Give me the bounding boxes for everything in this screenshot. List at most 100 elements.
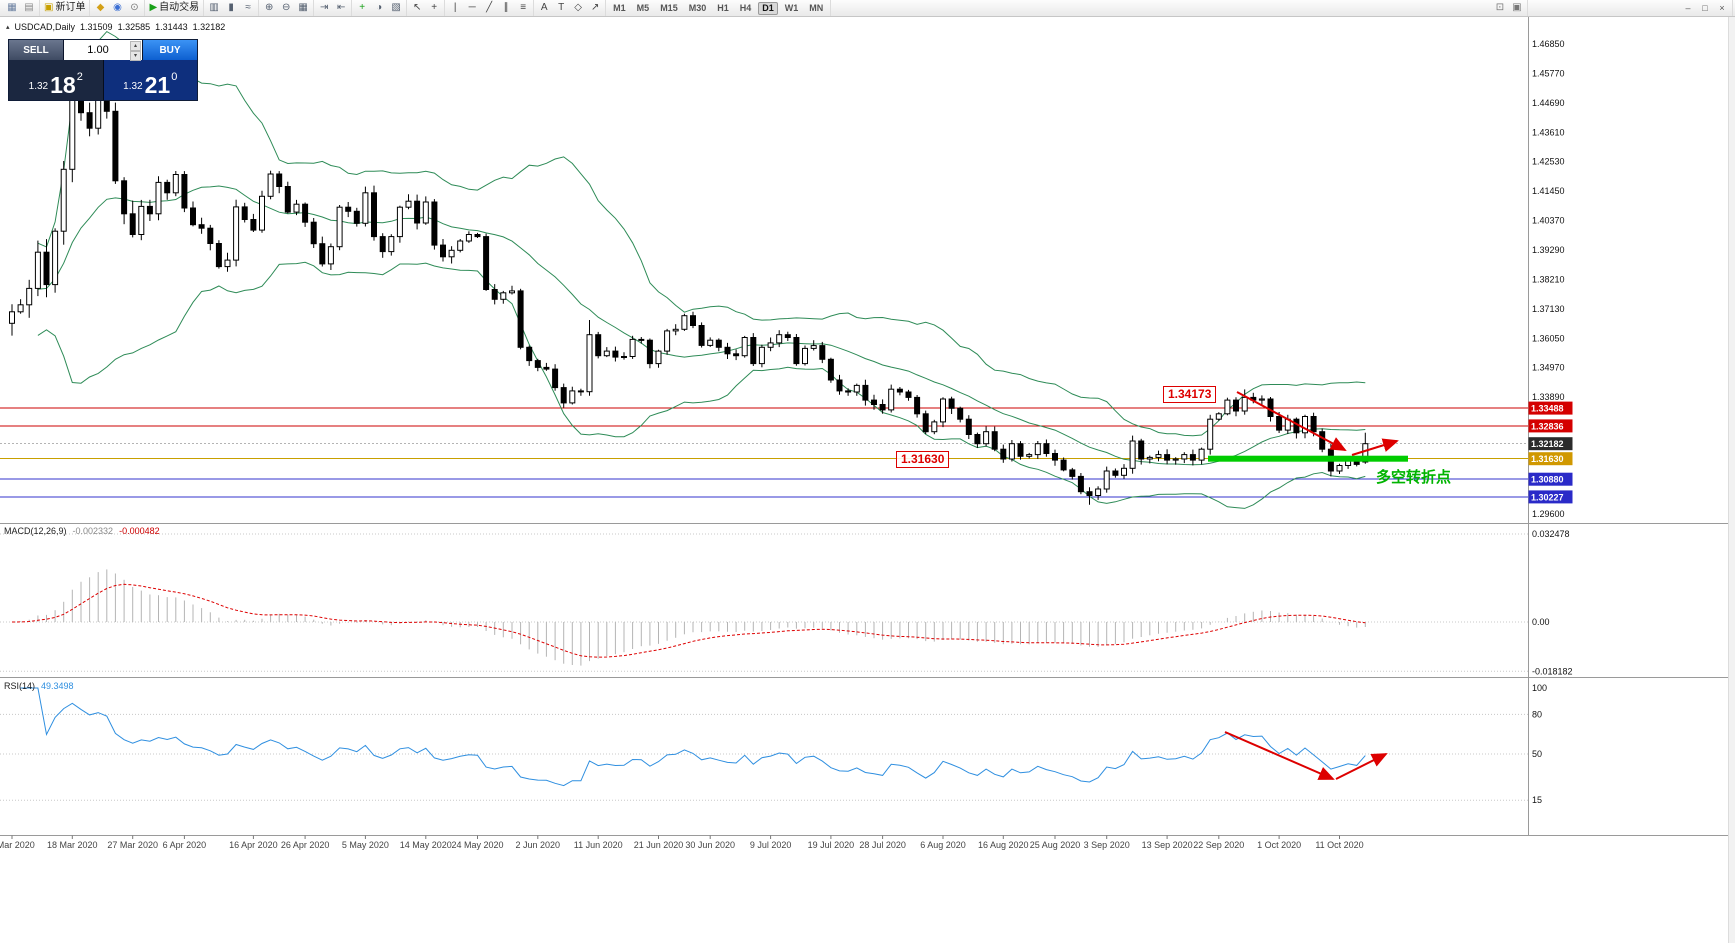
favorites-icon-glyph: ◆ xyxy=(96,2,105,13)
timeframe-h4[interactable]: H4 xyxy=(739,3,752,13)
fibonacci-icon-glyph: ≡ xyxy=(520,2,527,13)
line-chart-icon-glyph: ≈ xyxy=(245,2,251,13)
new-order-button[interactable]: ▣ 新订单 xyxy=(43,1,86,15)
chart-window[interactable]: 1.46850 1.45770 1.44690 1.43610 1.42530 1.414… xyxy=(0,17,1735,943)
red-arrow-3[interactable] xyxy=(1224,731,1335,780)
timeframe-h1[interactable]: H1 xyxy=(717,3,729,13)
red-arrow-2[interactable] xyxy=(1351,438,1399,456)
horizontal-line-icon[interactable]: ─ xyxy=(465,1,479,15)
alerts-icon[interactable]: ◉ xyxy=(110,1,124,15)
red-arrow-1[interactable] xyxy=(1236,391,1347,451)
search-icon[interactable]: ⊙ xyxy=(127,1,141,15)
resistance-price-label[interactable]: 1.34173 xyxy=(1163,386,1217,403)
volume-up-button[interactable]: ▴ xyxy=(130,41,141,51)
macd-label: MACD(12,26,9) -0.002332 -0.000482 xyxy=(4,526,160,536)
vertical-line-icon-glyph: | xyxy=(453,2,457,13)
chart-shift-icon-glyph: ⇤ xyxy=(336,2,346,13)
volume-spinner: ▴ ▾ xyxy=(130,41,141,61)
sell-price[interactable]: 1.32 18 2 xyxy=(9,60,104,100)
support-zone[interactable] xyxy=(1208,455,1408,462)
chart-types: ▥ ▮ ≈ xyxy=(204,0,260,16)
svg-text:1.38210: 1.38210 xyxy=(1532,274,1565,284)
auto-scroll-icon-glyph: ⇥ xyxy=(319,2,329,13)
price-badge-1.30227 xyxy=(1528,490,1573,504)
price-badges: 1.33488 1.32836 1.32182 1.31630 1.30880 1.302… xyxy=(1528,401,1573,504)
toolbar: ▦ ▤ ▣ 新订单 ◆ ◉ ⊙ ▶ 自动交易 ▥ ▮ ≈ ⊕ ⊖ ▦ ⇥ ⇤ + ◑ ▧ ↖ + | ─ ╱ ∥ ≡ A T ◇ ↗ M1 M… xyxy=(0,0,1735,17)
price-chart[interactable]: 1.46850 1.45770 1.44690 1.43610 1.42530 1.414… xyxy=(0,17,1735,943)
macd-main-value: -0.002332 xyxy=(72,526,114,536)
svg-text:5 May 2020: 5 May 2020 xyxy=(342,840,389,850)
auto-scroll-icon[interactable]: ⇥ xyxy=(317,1,331,15)
crosshair-icon[interactable]: + xyxy=(427,1,441,15)
turning-point-label[interactable]: 多空转折点 xyxy=(1376,469,1452,486)
timeframe-m15[interactable]: M15 xyxy=(660,3,678,13)
minimize-button[interactable]: – xyxy=(1681,1,1695,15)
svg-text:1.32182: 1.32182 xyxy=(1531,439,1564,449)
autotrade-button-glyph: ▶ xyxy=(149,2,158,13)
window-list-icon[interactable]: ▣ xyxy=(1510,1,1524,15)
buy-price[interactable]: 1.32 21 0 xyxy=(103,60,197,100)
timeframe-m5[interactable]: M5 xyxy=(636,3,650,13)
sell-price-big: 18 xyxy=(50,72,76,98)
channel-icon[interactable]: ∥ xyxy=(499,1,513,15)
volume-down-button[interactable]: ▾ xyxy=(130,51,141,61)
vertical-scrollbar[interactable] xyxy=(1728,17,1735,943)
fullscreen-icon[interactable]: ⊡ xyxy=(1493,1,1507,15)
text-icon-glyph: A xyxy=(540,2,548,13)
chart-low-value: 1.31443 xyxy=(155,22,188,32)
red-arrow-4[interactable] xyxy=(1335,753,1388,780)
order-tools: ▣ 新订单 xyxy=(40,0,91,16)
periods-icon-glyph: ◑ xyxy=(376,2,383,13)
cursor-icon[interactable]: ↖ xyxy=(410,1,424,15)
one-click-toggle-icon[interactable]: ▴ xyxy=(6,24,10,31)
chart-symbol-period: USDCAD,Daily xyxy=(14,22,76,32)
svg-text:1.42530: 1.42530 xyxy=(1532,157,1565,167)
bar-chart-icon[interactable]: ▥ xyxy=(207,1,221,15)
timeframe-w1[interactable]: W1 xyxy=(784,3,799,13)
macd-histogram xyxy=(20,569,1366,666)
chart-shift-icon[interactable]: ⇤ xyxy=(334,1,348,15)
label-icon[interactable]: T xyxy=(554,1,568,15)
arrow-tool-icon-glyph: ↗ xyxy=(590,2,600,13)
timeframe-m30[interactable]: M30 xyxy=(688,3,707,13)
templates-icon[interactable]: ▧ xyxy=(389,1,403,15)
vertical-line-icon[interactable]: | xyxy=(448,1,462,15)
timeframe-m1[interactable]: M1 xyxy=(613,3,626,13)
volume-input[interactable] xyxy=(64,40,142,60)
macd-signal-line xyxy=(11,583,1366,658)
shapes-icon-glyph: ◇ xyxy=(574,2,582,13)
zoom-in-icon[interactable]: ⊕ xyxy=(262,1,276,15)
chart-close-value: 1.32182 xyxy=(192,22,226,32)
shapes-icon[interactable]: ◇ xyxy=(571,1,585,15)
indicators-icon[interactable]: + xyxy=(355,1,369,15)
fibonacci-icon[interactable]: ≡ xyxy=(516,1,530,15)
candlestick-icon[interactable]: ▮ xyxy=(224,1,238,15)
sell-button[interactable]: SELL xyxy=(9,40,64,60)
periods-icon[interactable]: ◑ xyxy=(372,1,386,15)
timeframe-mn[interactable]: MN xyxy=(809,3,824,13)
profiles-icon[interactable]: ▤ xyxy=(22,1,36,15)
svg-text:18 Mar 2020: 18 Mar 2020 xyxy=(47,840,98,850)
line-chart-icon[interactable]: ≈ xyxy=(241,1,255,15)
new-chart-icon[interactable]: ▦ xyxy=(5,1,19,15)
restore-button[interactable]: □ xyxy=(1698,1,1712,15)
svg-text:14 May 2020: 14 May 2020 xyxy=(400,840,452,850)
favorites-icon[interactable]: ◆ xyxy=(93,1,107,15)
support-price-label[interactable]: 1.31630 xyxy=(896,451,950,468)
arrow-tool-icon[interactable]: ↗ xyxy=(588,1,602,15)
autotrade-button[interactable]: ▶ 自动交易 xyxy=(148,1,200,15)
close-button[interactable]: × xyxy=(1715,1,1729,15)
zoom-out-icon[interactable]: ⊖ xyxy=(279,1,293,15)
text-icon[interactable]: A xyxy=(537,1,551,15)
svg-text:25 Aug 2020: 25 Aug 2020 xyxy=(1030,840,1081,850)
svg-text:50: 50 xyxy=(1532,749,1542,759)
price-badge-1.32836 xyxy=(1528,419,1573,433)
tile-windows-icon[interactable]: ▦ xyxy=(296,1,310,15)
buy-button[interactable]: BUY xyxy=(142,40,197,60)
svg-text:80: 80 xyxy=(1532,709,1542,719)
trendline-icon[interactable]: ╱ xyxy=(482,1,496,15)
timeframe-d1[interactable]: D1 xyxy=(758,1,778,15)
timeframe-toolbar: M1 M5 M15 M30 H1 H4 D1 W1 MN xyxy=(606,0,832,16)
autotrade-button-label: 自动交易 xyxy=(159,2,200,13)
